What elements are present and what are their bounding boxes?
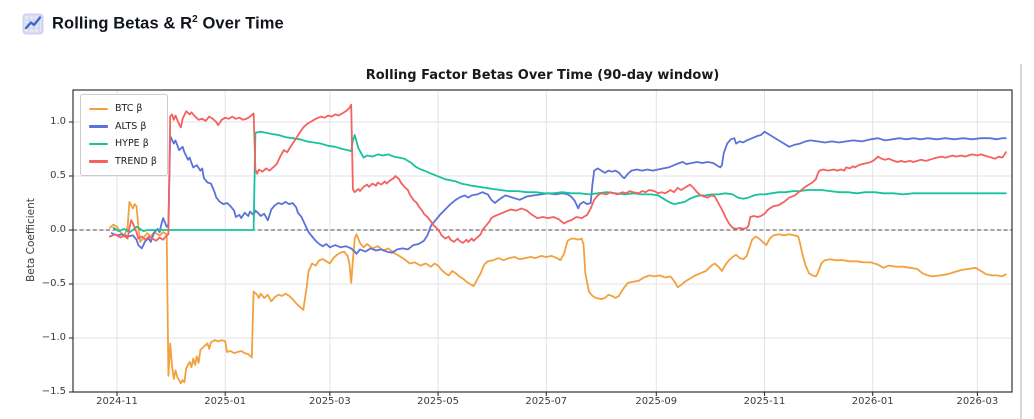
- hype-line-swatch: [89, 142, 108, 145]
- y-tick-label: −1.5: [41, 385, 66, 397]
- x-tick-label: 2025-03: [308, 396, 351, 407]
- legend-item-trend: TREND β: [89, 153, 157, 171]
- y-tick-label: 1.0: [50, 115, 66, 127]
- x-tick-label: 2025-05: [417, 396, 459, 407]
- x-tick-label: 2025-07: [525, 396, 568, 407]
- x-tick-label: 2026-01: [851, 396, 894, 407]
- x-tick-label: 2026-03: [956, 396, 999, 407]
- x-tick-label: 2025-01: [204, 396, 247, 407]
- y-tick-label: −0.5: [41, 277, 66, 289]
- legend-label: TREND β: [115, 155, 157, 167]
- legend-label: ALTS β: [115, 120, 147, 132]
- legend-item-btc: BTC β: [89, 100, 157, 118]
- panel-right-border: [1020, 64, 1022, 419]
- btc-line-swatch: [89, 107, 108, 110]
- line-chart-icon: [22, 13, 44, 35]
- alts-line-swatch: [89, 125, 108, 128]
- page-title: Rolling Betas & R2 Over Time: [52, 14, 284, 33]
- y-tick-label: 0.0: [50, 223, 66, 235]
- legend-item-hype: HYPE β: [89, 135, 157, 153]
- x-tick-label: 2025-09: [635, 396, 678, 407]
- legend-label: HYPE β: [115, 138, 149, 150]
- x-tick-label: 2025-11: [743, 396, 786, 407]
- plot-frame: [72, 89, 1013, 393]
- trend-line-swatch: [89, 160, 108, 163]
- legend-item-alts: ALTS β: [89, 118, 157, 136]
- series-lines: [109, 103, 1007, 385]
- legend-label: BTC β: [115, 103, 143, 115]
- tick-marks: [69, 121, 978, 396]
- y-tick-label: 0.5: [50, 169, 66, 181]
- chart-title: Rolling Factor Betas Over Time (90-day w…: [365, 68, 720, 83]
- x-tick-label: 2024-11: [96, 396, 138, 407]
- gridlines: [73, 90, 1012, 393]
- series-line-trend: [109, 103, 1007, 244]
- series-line-btc: [109, 200, 1007, 385]
- title-superscript: 2: [192, 14, 198, 26]
- card-header: Rolling Betas & R2 Over Time: [22, 13, 284, 35]
- legend: BTC β ALTS β HYPE β TREND β: [80, 94, 168, 176]
- series-line-alts: [110, 130, 1007, 255]
- series-line-hype: [112, 130, 1007, 234]
- y-tick-label: −1.0: [41, 331, 66, 343]
